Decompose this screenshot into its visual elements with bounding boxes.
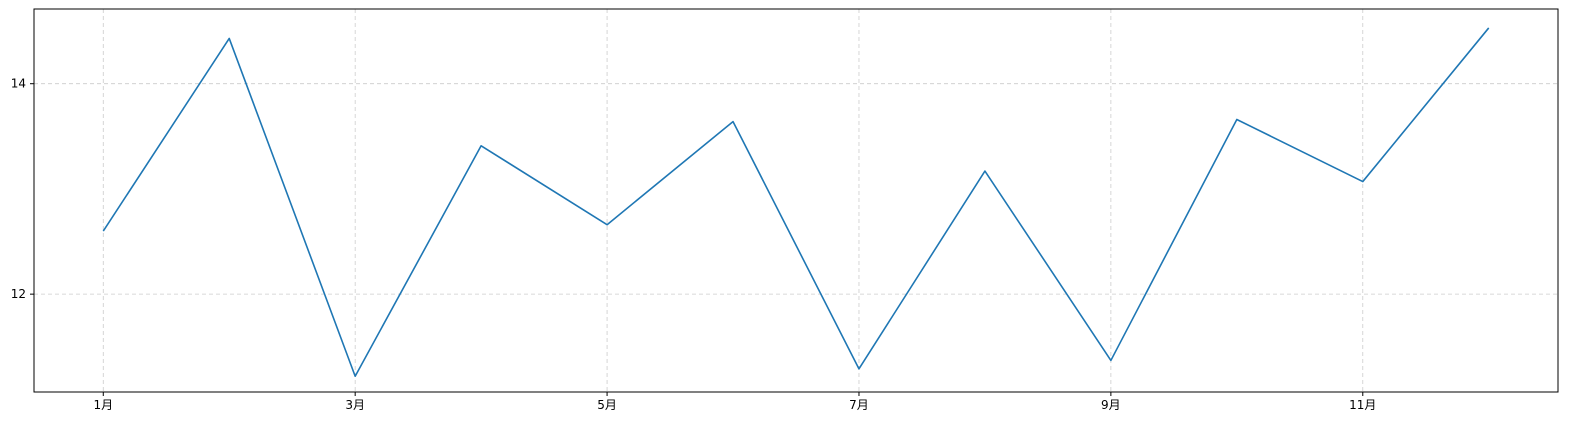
x-tick-label: 3月 — [345, 398, 365, 412]
y-tick-label: 12 — [11, 287, 26, 301]
x-tick-label: 5月 — [597, 398, 617, 412]
x-tick-label: 9月 — [1101, 398, 1121, 412]
x-tick-label: 7月 — [849, 398, 869, 412]
x-tick-label: 11月 — [1349, 398, 1376, 412]
x-tick-label: 1月 — [93, 398, 113, 412]
y-tick-label: 14 — [11, 77, 26, 91]
